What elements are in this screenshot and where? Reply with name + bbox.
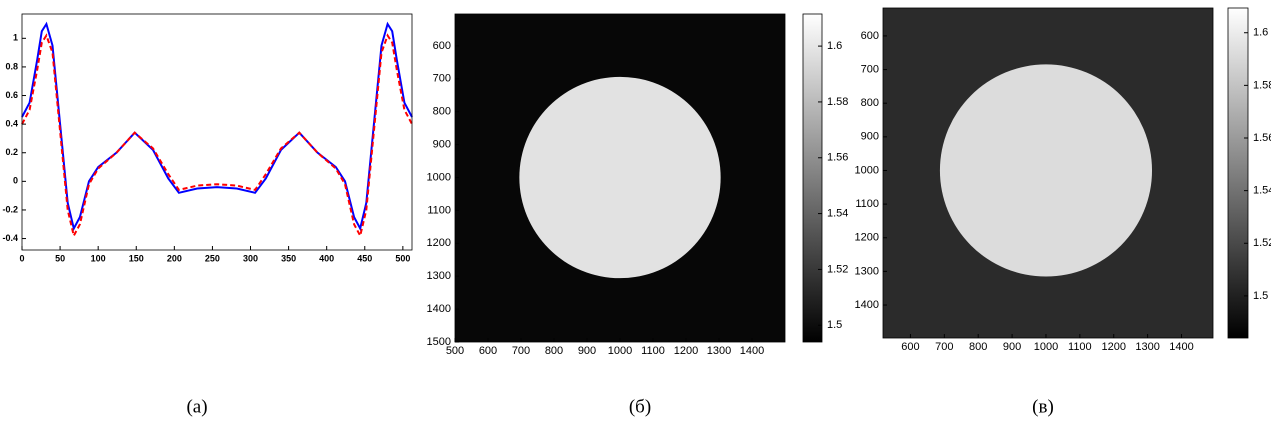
x-tick-label: 1100 [1068,341,1092,353]
colorbar-tick-label: 1.6 [1253,27,1268,39]
x-tick-label: 1000 [608,345,632,357]
colorbar-tick-label: 1.54 [827,207,848,219]
colorbar-tick-label: 1.5 [1253,290,1268,302]
colorbar-tick-label: 1.56 [827,152,848,164]
y-tick-label: 1100 [855,198,879,210]
colorbar-tick-label: 1.54 [1253,185,1271,197]
x-tick-label: 700 [935,341,953,353]
x-tick-label: 450 [357,253,372,263]
disk [939,64,1153,277]
y-tick-label: 600 [433,40,451,52]
x-tick-label: 700 [512,345,530,357]
colorbar-tick-label: 1.58 [1253,79,1271,91]
x-tick-label: 500 [446,345,464,357]
axes-frame [454,13,786,343]
x-tick-label: 1200 [1101,341,1125,353]
x-tick-label: 50 [55,253,65,263]
x-tick-label: 900 [1003,341,1021,353]
panel-caption: (a) [186,396,207,417]
y-tick-label: 1200 [855,232,879,244]
colorbar-tick-label: 1.56 [1253,132,1271,144]
colorbar-tick-label: 1.58 [827,96,848,108]
y-tick-label: 0.2 [5,147,18,157]
y-tick-label: 0.4 [5,119,18,129]
x-tick-label: 1300 [1135,341,1159,353]
y-tick-label: 1100 [427,204,451,216]
disk [519,76,721,279]
x-tick-label: 200 [167,253,182,263]
x-tick-label: 1300 [707,345,731,357]
panel-caption: (в) [1032,396,1054,417]
x-tick-label: 1400 [1169,341,1193,353]
axes-frame [882,7,1214,339]
x-tick-label: 600 [479,345,497,357]
y-tick-label: 700 [861,63,879,75]
y-tick-label: -0.2 [2,204,18,214]
y-tick-label: 1400 [427,303,451,315]
axes-frame [21,13,413,251]
y-tick-label: 0.8 [5,61,18,71]
y-tick-label: 800 [433,106,451,118]
x-tick-label: 350 [281,253,296,263]
y-tick-label: 1300 [855,265,879,277]
x-tick-label: 250 [205,253,220,263]
series-line [21,21,413,232]
y-tick-label: 1000 [855,164,879,176]
y-tick-label: 1300 [427,270,451,282]
y-tick-label: 0 [13,176,18,186]
x-tick-label: 1000 [1034,341,1058,353]
y-tick-label: 1000 [427,171,451,183]
y-tick-label: 900 [861,131,879,143]
series-line [21,33,413,239]
y-tick-label: 600 [861,30,879,42]
colorbar-tick-label: 1.6 [827,40,842,52]
colorbar [1227,7,1249,339]
panel: 1.5 1.52 1.54 1.56 1.58 1.6 600 700 800 900 1000 11… [855,7,1271,353]
y-tick-label: 0.6 [5,90,18,100]
y-tick-label: 800 [861,97,879,109]
y-tick-label: 1500 [427,336,451,348]
panel: 0 50 100 150 200 250 300 350 400 450 500 -0.4 -0.2 0 0… [2,13,413,263]
x-tick-label: 1400 [740,345,764,357]
x-tick-label: 400 [319,253,334,263]
x-tick-label: 1200 [674,345,698,357]
x-tick-label: 500 [395,253,410,263]
colorbar-tick-label: 1.52 [827,263,848,275]
x-tick-label: 300 [243,253,258,263]
x-tick-label: 150 [129,253,144,263]
x-tick-label: 100 [91,253,106,263]
colorbar [802,13,823,343]
colorbar-tick-label: 1.52 [1253,237,1271,249]
y-tick-label: -0.4 [2,233,18,243]
x-tick-label: 0 [19,253,24,263]
panel-caption: (б) [629,396,651,417]
x-tick-label: 600 [901,341,919,353]
x-tick-label: 1100 [641,345,665,357]
x-tick-label: 800 [545,345,563,357]
y-tick-label: 900 [433,139,451,151]
x-tick-label: 800 [969,341,987,353]
y-tick-label: 1400 [855,299,879,311]
y-tick-label: 1200 [427,237,451,249]
x-tick-label: 900 [578,345,596,357]
y-tick-label: 1 [13,33,18,43]
colorbar-tick-label: 1.5 [827,319,842,331]
y-tick-label: 700 [433,73,451,85]
panel: 1.5 1.52 1.54 1.56 1.58 1.6 500 600 700 800 900 100… [427,13,848,357]
